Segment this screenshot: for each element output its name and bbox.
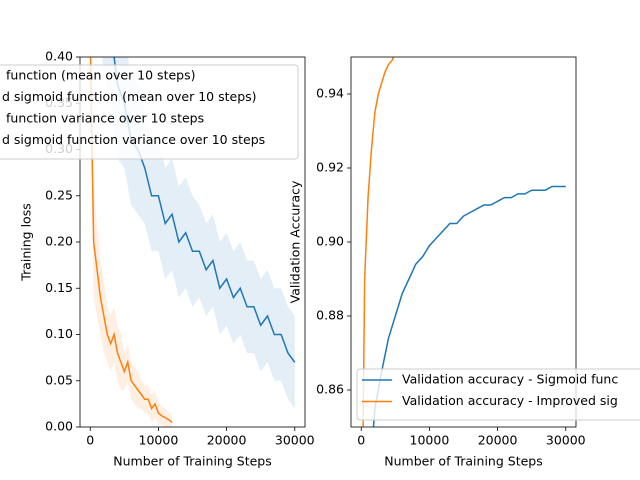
legend-label: Validation accuracy - Improved sig	[402, 393, 618, 408]
x-tick-label: 0	[357, 433, 365, 448]
y-tick-label: 0.10	[45, 326, 73, 341]
y-tick-label: 0.40	[45, 49, 73, 64]
line-series	[362, 57, 424, 427]
legend-label: function (mean over 10 steps)	[6, 68, 196, 83]
y-axis-label: Validation Accuracy	[288, 180, 303, 303]
legend-label: d sigmoid function (mean over 10 steps)	[2, 89, 257, 104]
y-tick-label: 0.88	[316, 308, 344, 323]
x-axis-label: Number of Training Steps	[113, 454, 271, 469]
line-series	[89, 57, 173, 423]
y-tick-label: 0.92	[316, 160, 344, 175]
plot-area	[362, 57, 566, 427]
x-tick-label: 10000	[410, 433, 450, 448]
y-tick-label: 0.20	[45, 234, 73, 249]
y-tick-label: 0.90	[316, 234, 344, 249]
x-tick-label: 20000	[207, 433, 247, 448]
x-axis-label: Number of Training Steps	[384, 454, 542, 469]
x-tick-label: 30000	[546, 433, 586, 448]
y-tick-label: 0.15	[45, 280, 73, 295]
y-tick-label: 0.05	[45, 372, 73, 387]
y-tick-label: 0.00	[45, 419, 73, 434]
y-axis-label: Training loss	[19, 203, 34, 281]
legend: Validation accuracy - Sigmoid func Valida…	[356, 368, 640, 421]
x-tick-label: 20000	[478, 433, 518, 448]
variance-band	[90, 57, 173, 427]
legend-label: d sigmoid function variance over 10 step…	[2, 132, 265, 147]
legend-label: function variance over 10 steps	[6, 111, 204, 126]
x-tick-label: 0	[86, 433, 94, 448]
legend-label: Validation accuracy - Sigmoid func	[402, 372, 618, 387]
legend-box	[0, 64, 299, 160]
y-tick-label: 0.25	[45, 187, 73, 202]
y-tick-label: 0.86	[316, 382, 344, 397]
x-tick-label: 10000	[139, 433, 179, 448]
legend-box	[356, 368, 640, 421]
x-tick-label: 30000	[275, 433, 315, 448]
legend: function (mean over 10 steps) d sigmoid f…	[0, 64, 299, 160]
y-tick-label: 0.94	[316, 86, 344, 101]
line-series	[372, 185, 566, 427]
